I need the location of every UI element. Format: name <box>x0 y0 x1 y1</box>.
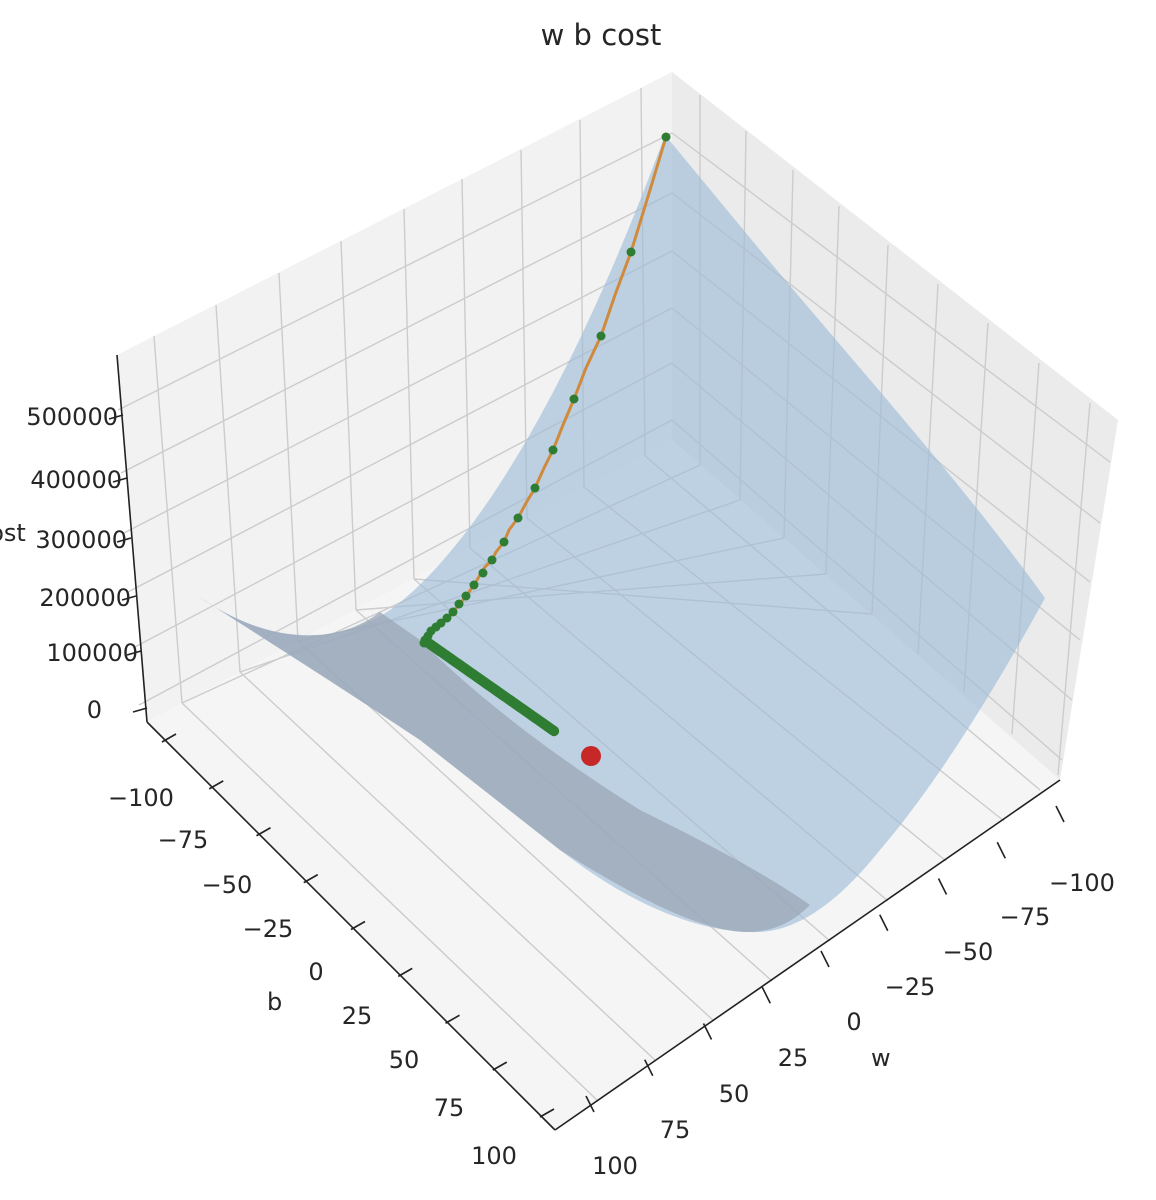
z-tick-mark <box>126 650 142 656</box>
w-tick-mark <box>585 1095 595 1113</box>
b-tick-label: −100 <box>108 784 174 812</box>
w-tick-mark <box>879 914 889 932</box>
b-tick-mark <box>539 1108 555 1118</box>
b-tick-label: 25 <box>342 1002 373 1030</box>
z-tick-label: 200000 <box>39 584 131 612</box>
cost-surface <box>198 135 1045 933</box>
w-tick-mark <box>644 1059 654 1077</box>
b-tick-mark <box>161 733 177 743</box>
chart-title: w b cost <box>541 18 662 52</box>
b-axis-line <box>146 721 556 1131</box>
z-tick-mark <box>116 537 132 543</box>
descent-point <box>548 445 558 455</box>
descent-point <box>596 331 606 341</box>
z-tick-label: 0 <box>87 696 102 724</box>
b-tick-label: −75 <box>158 826 209 854</box>
surface-front-shade <box>198 596 810 932</box>
descent-point <box>499 537 509 547</box>
b-tick-label: −50 <box>202 871 253 899</box>
z-tick-label: 500000 <box>26 403 118 431</box>
descent-point <box>448 607 458 617</box>
b-tick-label: 0 <box>308 958 323 986</box>
b-tick-mark <box>256 827 271 837</box>
w-tick-label: 100 <box>592 1152 638 1180</box>
w-tick-label: −100 <box>1049 869 1115 897</box>
minimum-point-marker <box>581 746 601 766</box>
w-tick-mark <box>761 986 771 1004</box>
z-tick-mark <box>121 595 137 601</box>
z-axis-ticks: 0 100000 200000 300000 400000 500000 <box>26 403 148 724</box>
z-tick-mark <box>112 477 128 483</box>
b-tick-label: 75 <box>434 1094 465 1122</box>
w-tick-mark <box>702 1023 713 1040</box>
w-tick-mark <box>1055 805 1065 823</box>
w-tick-label: 50 <box>719 1080 750 1108</box>
w-tick-label: 25 <box>778 1044 809 1072</box>
b-tick-mark <box>208 780 224 790</box>
descent-point <box>469 580 479 590</box>
b-axis-title: b <box>267 988 282 1016</box>
b-tick-label: 100 <box>471 1142 517 1170</box>
w-tick-label: −50 <box>943 938 994 966</box>
b-tick-label: −25 <box>243 915 294 943</box>
descent-point <box>487 555 497 565</box>
z-axis-title: cost <box>0 519 26 547</box>
descent-point <box>478 568 488 578</box>
z-tick-label: 400000 <box>30 466 122 494</box>
b-tick-label: 50 <box>389 1046 420 1074</box>
descent-point <box>461 591 471 601</box>
descent-point <box>548 725 560 737</box>
b-tick-mark <box>397 967 413 978</box>
z-tick-label: 100000 <box>46 639 138 667</box>
descent-path-points <box>419 132 671 737</box>
descent-point <box>661 132 671 142</box>
w-tick-label: −75 <box>1000 903 1051 931</box>
descent-point <box>442 613 452 623</box>
descent-point <box>530 483 540 493</box>
w-tick-mark <box>996 841 1006 859</box>
descent-point <box>569 394 579 404</box>
z-tick-mark <box>132 707 148 713</box>
axis-lines <box>116 354 1061 1131</box>
w-tick-label: 75 <box>660 1116 691 1144</box>
w-tick-label: −25 <box>885 973 936 1001</box>
left-back-pane <box>117 72 672 722</box>
w-tick-mark <box>937 878 948 895</box>
b-tick-mark <box>445 1014 460 1024</box>
w-axis-ticks: −100 −75−50−25 0 25 50 75 100 <box>585 805 1115 1180</box>
b-tick-mark <box>492 1061 508 1071</box>
b-tick-mark <box>350 920 366 931</box>
descent-point <box>454 599 464 609</box>
w-tick-label: 0 <box>846 1008 861 1036</box>
descent-point <box>626 247 636 257</box>
z-axis-line <box>116 354 148 723</box>
b-tick-mark <box>303 873 319 884</box>
descent-point <box>513 513 523 523</box>
z-tick-label: 300000 <box>35 526 127 554</box>
w-tick-mark <box>820 950 830 968</box>
w-axis-title: w <box>871 1044 891 1072</box>
z-tick-mark <box>108 414 124 420</box>
w-axis-line <box>554 779 1061 1131</box>
descent-path <box>419 132 671 737</box>
